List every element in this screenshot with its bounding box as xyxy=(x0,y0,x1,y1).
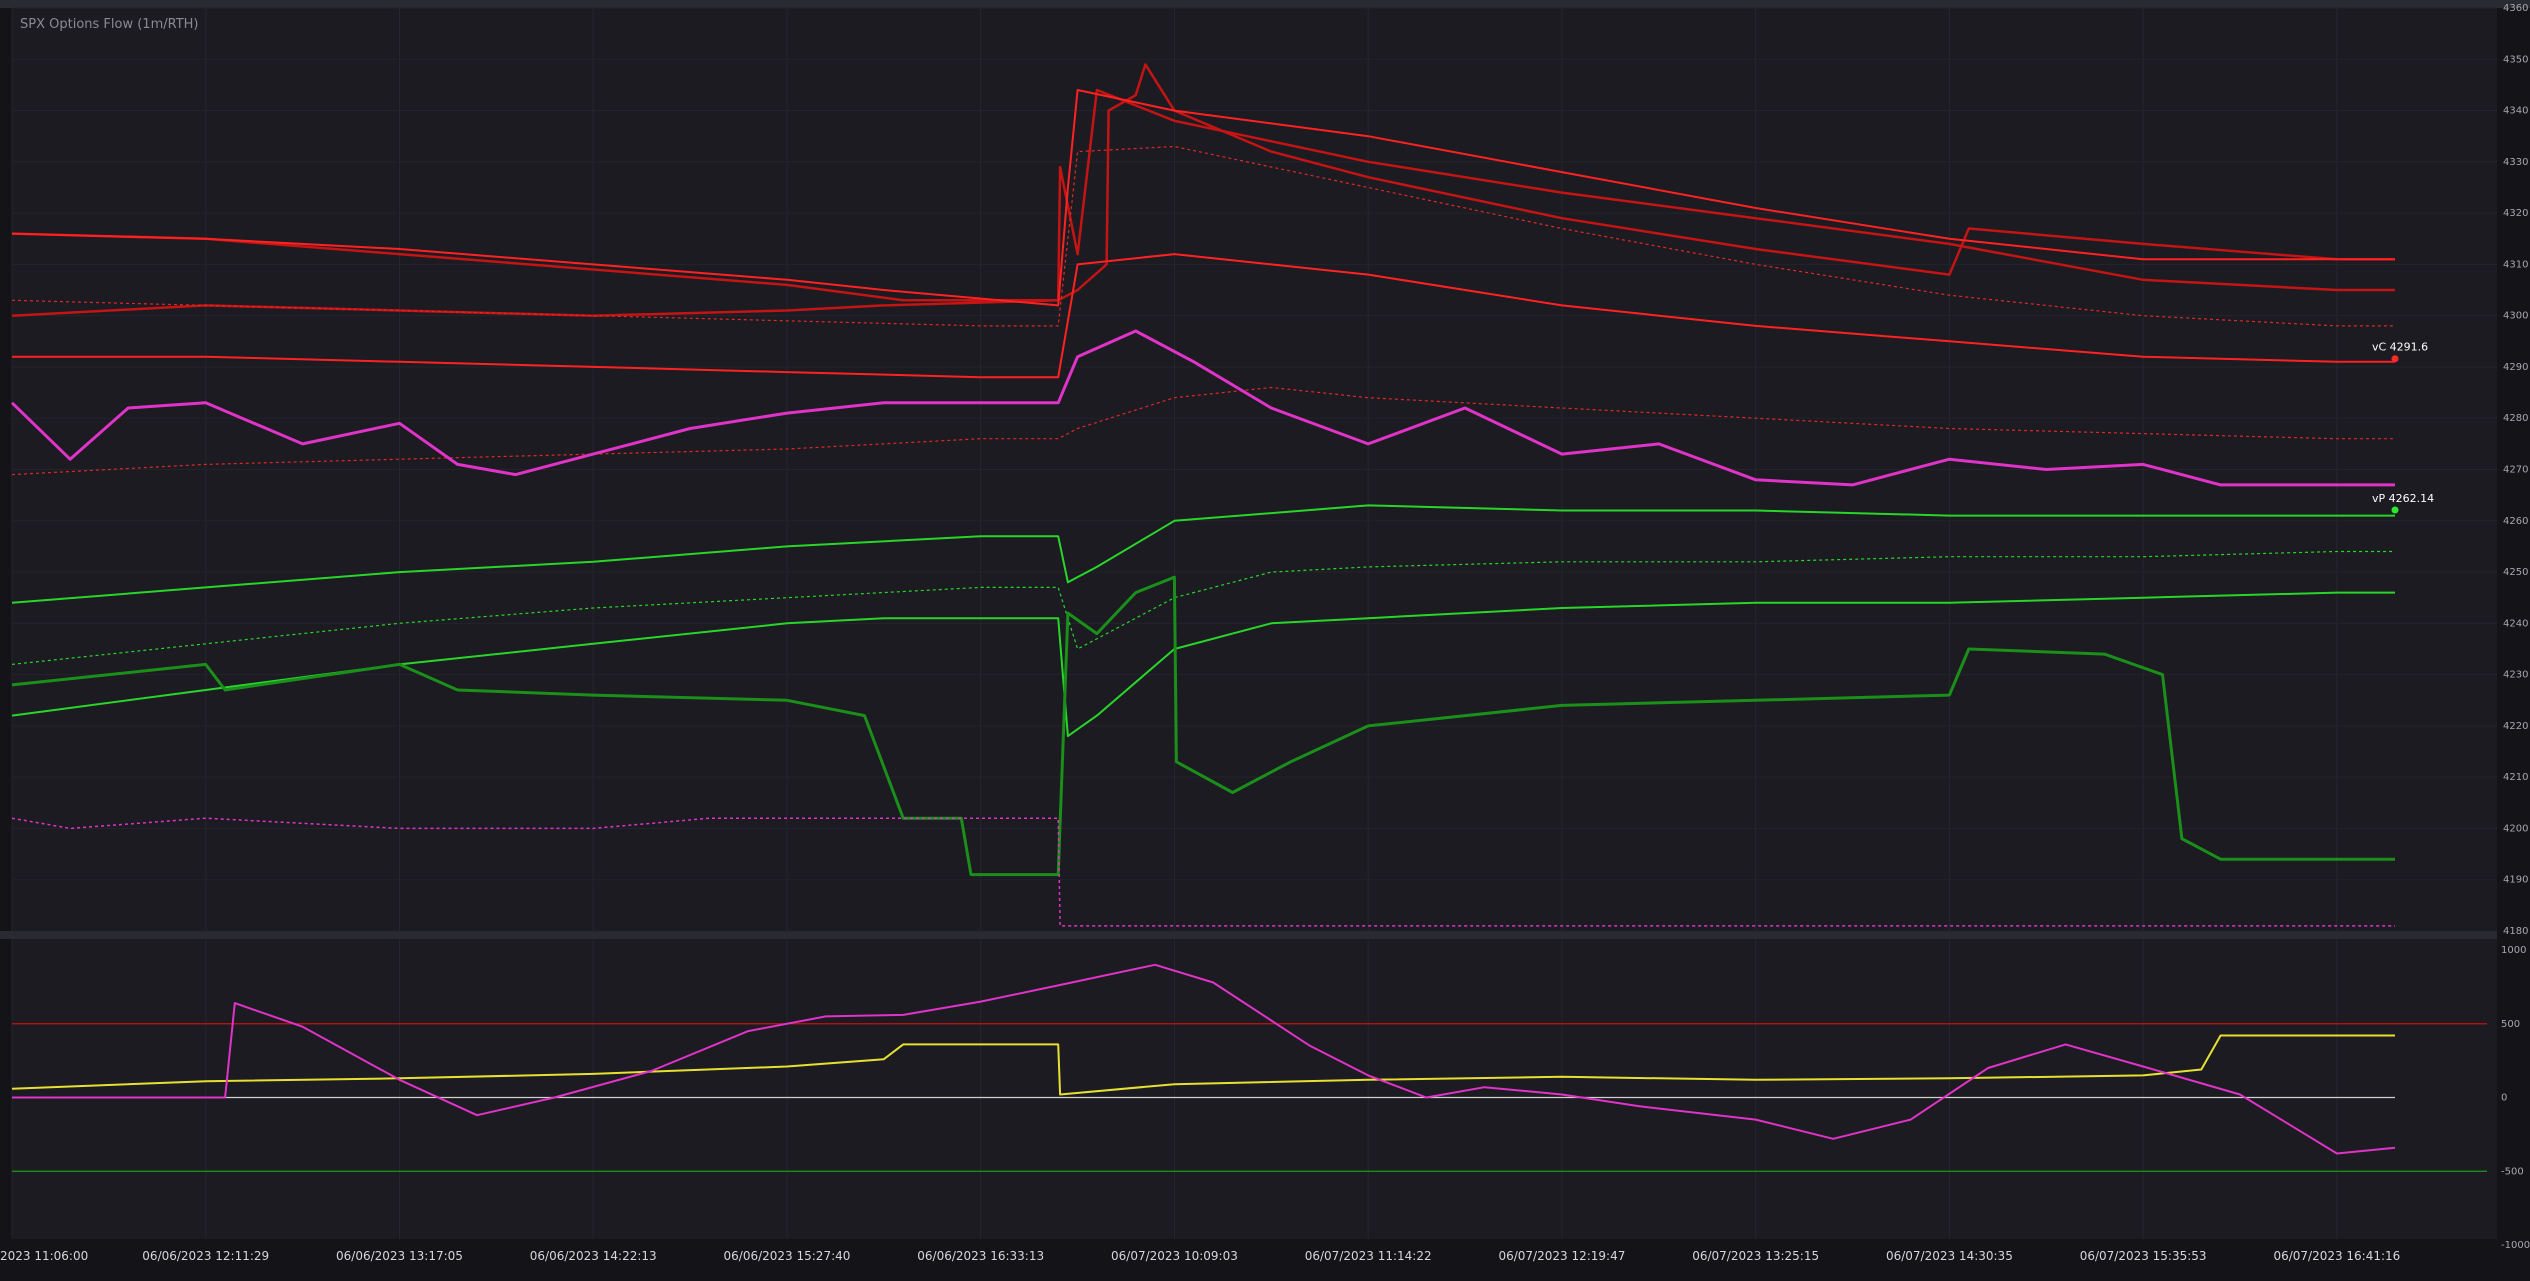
x-tick-label: 06/06/2023 16:33:13 xyxy=(917,1249,1044,1263)
series-line xyxy=(10,329,2395,487)
y-tick-label: 4260 xyxy=(2503,516,2528,527)
series-line xyxy=(11,1034,2395,1096)
x-tick-label: 06/07/2023 13:25:15 xyxy=(1692,1249,1819,1263)
x-tick-label: 06/06/2023 15:27:40 xyxy=(724,1249,851,1263)
series-line xyxy=(11,575,2395,877)
series-line xyxy=(11,386,2395,476)
x-tick-label: 06/07/2023 16:41:16 xyxy=(2273,1249,2400,1263)
series-line xyxy=(12,963,2396,1155)
chart-title: SPX Options Flow (1m/RTH) xyxy=(20,17,199,32)
y-tick-label: 4180 xyxy=(2503,926,2528,937)
y-tick-label: 4300 xyxy=(2503,311,2528,322)
y-tick-label: 4290 xyxy=(2503,362,2528,373)
y-tick-label: 4280 xyxy=(2503,413,2528,424)
y-tick-label: 4200 xyxy=(2503,823,2528,834)
series-line xyxy=(11,89,2395,307)
annotation-marker xyxy=(2391,355,2399,363)
osc-y-tick-label: 500 xyxy=(2501,1019,2520,1030)
x-tick-label: 06/07/2023 15:35:53 xyxy=(2080,1249,2207,1263)
x-tick-label: 06/06/2023 14:22:13 xyxy=(530,1249,657,1263)
x-tick-label: 06/07/2023 10:09:03 xyxy=(1111,1249,1238,1263)
x-tick-label: 06/07/2023 11:14:22 xyxy=(1305,1249,1432,1263)
pane-separator[interactable] xyxy=(0,931,2497,939)
y-tick-label: 4270 xyxy=(2503,465,2528,476)
series-line xyxy=(11,504,2395,604)
y-tick-label: 4240 xyxy=(2503,618,2528,629)
reference-lines xyxy=(12,1023,2487,1172)
osc-y-tick-label: 0 xyxy=(2501,1093,2507,1104)
annotation-marker xyxy=(2391,506,2399,514)
y-tick-label: 4320 xyxy=(2503,208,2528,219)
x-tick-label: 06/07/2023 14:30:35 xyxy=(1886,1249,2013,1263)
x-tick-label: 06/07/2023 12:19:47 xyxy=(1498,1249,1625,1263)
y-tick-label: 4310 xyxy=(2503,259,2528,270)
y-tick-label: 4330 xyxy=(2503,157,2528,168)
osc-y-tick-label: -1000 xyxy=(2501,1240,2530,1251)
series-line xyxy=(11,63,2395,317)
y-tick-label: 4220 xyxy=(2503,721,2528,732)
y-axis: 4180 4190 4200 4210 4220 4230 4240 4250 4260 4270… xyxy=(2501,3,2530,1251)
y-tick-label: 4210 xyxy=(2503,772,2528,783)
osc-y-tick-label: 1000 xyxy=(2501,945,2526,956)
annotations: vC 4291.6 vP 4262.14 xyxy=(2372,341,2434,514)
y-tick-label: 4190 xyxy=(2503,875,2528,886)
annotation-label: vP 4262.14 xyxy=(2372,492,2434,505)
y-tick-label: 4250 xyxy=(2503,567,2528,578)
osc-y-tick-label: -500 xyxy=(2501,1166,2524,1177)
series-line xyxy=(11,88,2395,302)
annotation-label: vC 4291.6 xyxy=(2372,341,2428,354)
y-tick-label: 4350 xyxy=(2503,54,2528,65)
series-line xyxy=(11,591,2395,738)
series-lines xyxy=(10,63,2396,1155)
y-tick-label: 4360 xyxy=(2503,3,2528,14)
series-line xyxy=(11,817,2395,927)
x-axis: 2023 11:06:00 06/06/2023 12:11:29 06/06/20… xyxy=(0,1249,2400,1263)
y-tick-label: 4230 xyxy=(2503,670,2528,681)
y-tick-label: 4340 xyxy=(2503,106,2528,117)
x-tick-label: 06/06/2023 13:17:05 xyxy=(336,1249,463,1263)
oscillator-pane xyxy=(12,939,2497,1239)
series-line xyxy=(12,253,2395,379)
x-tick-label: 2023 11:06:00 xyxy=(0,1249,88,1263)
x-tick-label: 06/06/2023 12:11:29 xyxy=(142,1249,269,1263)
top-bar xyxy=(0,0,2530,8)
series-line xyxy=(11,550,2395,665)
grid xyxy=(11,7,2497,1239)
